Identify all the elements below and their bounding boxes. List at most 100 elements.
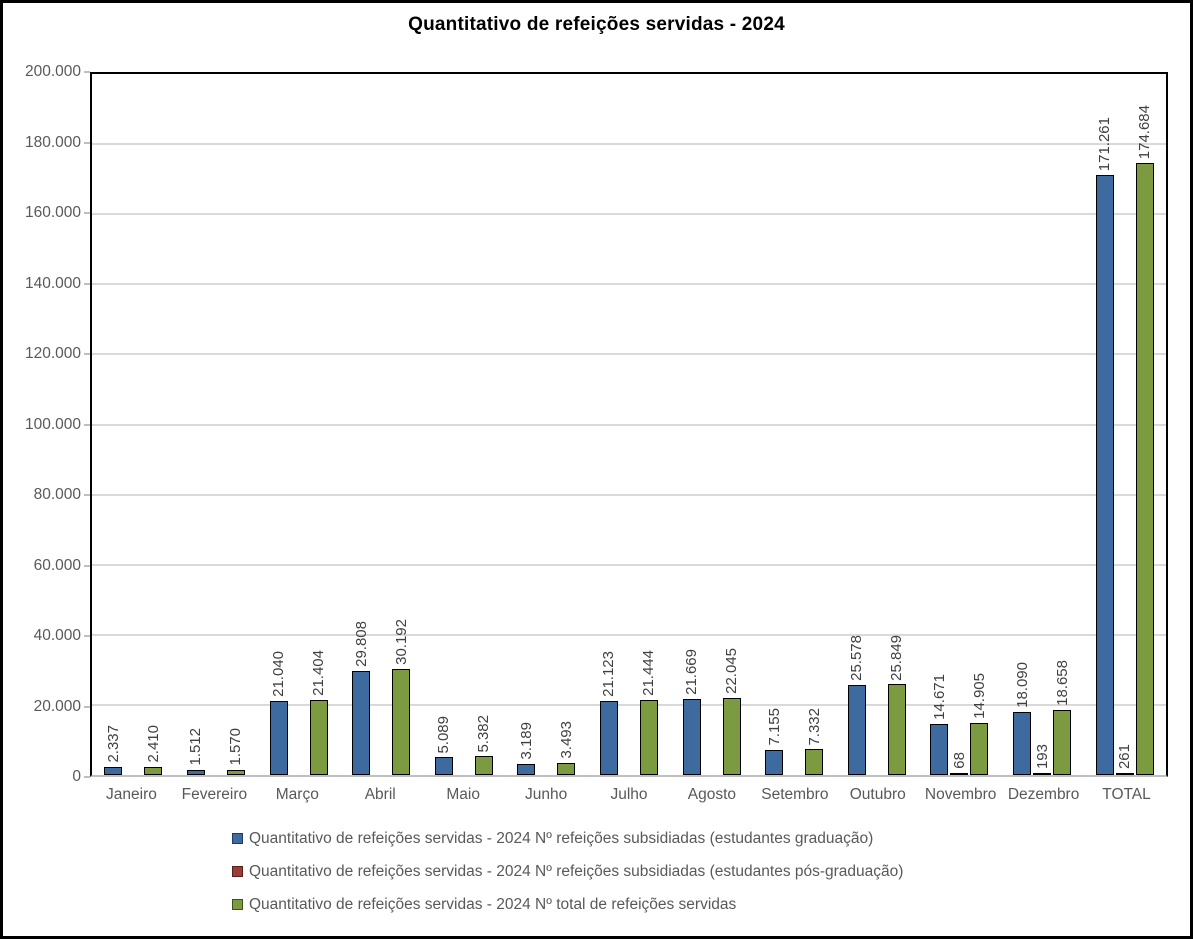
bar-value-label: 193 (1033, 743, 1051, 769)
bar-slot-pos-graduacao-janeiro (124, 74, 142, 775)
bar-graduacao-junho (517, 763, 536, 775)
legend-marker-icon (232, 899, 243, 910)
bar-total-setembro (805, 749, 824, 775)
x-axis-label-fevereiro: Fevereiro (181, 786, 248, 803)
bar-value-label: 3.493 (557, 721, 575, 759)
y-axis-tick (84, 71, 90, 73)
category-group-agosto: 21.669 22.045 (670, 74, 753, 775)
category-group-janeiro: 2.337 2.410 (92, 74, 175, 775)
bar-total-novembro (970, 722, 989, 775)
bar-value-label: 14.671 (930, 673, 948, 720)
bar-value-label: 5.382 (475, 714, 493, 753)
bar-total-julho (639, 699, 658, 775)
bar-value-label: 25.849 (888, 634, 906, 681)
bar-total-agosto (722, 697, 741, 775)
bar-slot-total-setembro: 7.332 (805, 74, 824, 775)
category-group-marco: 21.040 21.404 (257, 74, 340, 775)
bar-groups: 2.337 2.410 1.512 1.570 21.040 21.404 29.808 30… (92, 74, 1166, 775)
bar-slot-graduacao-marco: 21.040 (269, 74, 288, 775)
category-group-junho: 3.189 3.493 (505, 74, 588, 775)
x-axis-label-setembro: Setembro (761, 786, 829, 803)
bar-graduacao-abril (352, 670, 371, 775)
x-axis: Janeiro Fevereiro Março Abril Maio Junho Julho… (90, 786, 1168, 804)
legend-item-pos-graduacao: Quantitativo de refeições servidas - 202… (232, 861, 903, 882)
bar-value-label: 25.578 (848, 635, 866, 682)
legend-label: Quantitativo de refeições servidas - 202… (249, 862, 904, 880)
y-axis-tick (84, 564, 90, 567)
y-axis-tick (84, 212, 90, 214)
category-group-outubro: 25.578 25.849 (835, 74, 918, 775)
category-group-julho: 21.123 21.444 (588, 74, 671, 775)
bar-slot-pos-graduacao-agosto (703, 74, 721, 775)
bar-slot-graduacao-fevereiro: 1.512 (186, 74, 205, 775)
x-axis-label-outubro: Outubro (849, 786, 906, 803)
legend-label: Quantitativo de refeições servidas - 202… (249, 895, 737, 913)
y-axis-tick (84, 635, 90, 637)
x-axis-label-marco: Março (275, 786, 319, 803)
bar-value-label: 21.444 (640, 649, 658, 696)
bar-slot-pos-graduacao-dezembro: 193 (1033, 74, 1051, 775)
bar-slot-graduacao-agosto: 21.669 (682, 74, 701, 775)
bar-total-total (1135, 162, 1154, 775)
bar-total-maio (474, 756, 493, 775)
y-axis-tick (84, 494, 90, 496)
bar-slot-total-total: 174.684 (1135, 74, 1154, 775)
bar-value-label: 171.261 (1096, 116, 1114, 171)
x-axis-label-julho: Julho (610, 786, 648, 803)
bar-value-label: 7.332 (805, 707, 823, 746)
category-group-total: 171.261 261 174.684 (1083, 74, 1166, 775)
bar-slot-pos-graduacao-fevereiro (207, 74, 225, 775)
legend-marker-icon (232, 866, 243, 877)
bar-value-label: 7.155 (765, 708, 783, 746)
bar-slot-total-dezembro: 18.658 (1053, 74, 1071, 775)
x-axis-label-novembro: Novembro (924, 786, 997, 803)
bar-total-junho (557, 762, 576, 775)
y-axis-label: 160.000 (24, 204, 81, 221)
bar-total-marco (309, 699, 328, 775)
y-axis-label: 40.000 (33, 627, 81, 644)
bar-slot-graduacao-janeiro: 2.337 (104, 74, 123, 775)
bar-slot-pos-graduacao-maio (455, 74, 473, 775)
bar-graduacao-marco (269, 701, 288, 775)
bar-pos-graduacao-novembro (950, 773, 969, 775)
bar-slot-graduacao-julho: 21.123 (599, 74, 618, 775)
y-axis-tick (84, 141, 90, 144)
bar-slot-graduacao-abril: 29.808 (352, 74, 371, 775)
category-group-fevereiro: 1.512 1.570 (175, 74, 258, 775)
y-axis-label: 140.000 (24, 274, 81, 292)
bar-total-outubro (887, 684, 906, 775)
category-group-novembro: 14.671 68 14.905 (918, 74, 1001, 775)
bar-total-fevereiro (226, 769, 245, 775)
y-axis-tick (84, 705, 90, 708)
bar-total-janeiro (144, 766, 163, 775)
bar-graduacao-novembro (930, 723, 949, 775)
bar-value-label: 261 (1116, 743, 1134, 769)
bar-slot-total-julho: 21.444 (639, 74, 658, 775)
bar-value-label: 1.512 (187, 728, 205, 766)
y-axis-label: 120.000 (24, 345, 81, 362)
bar-slot-pos-graduacao-julho (620, 74, 638, 775)
legend-item-total: Quantitativo de refeições servidas - 202… (232, 894, 903, 915)
bar-value-label: 21.040 (270, 651, 288, 698)
bar-value-label: 14.905 (970, 672, 988, 719)
bar-value-label: 5.089 (435, 715, 453, 754)
bar-graduacao-outubro (847, 685, 866, 775)
bar-value-label: 1.570 (227, 727, 245, 766)
bar-value-label: 18.658 (1053, 659, 1071, 706)
bar-slot-pos-graduacao-junho (537, 74, 555, 775)
x-axis-label-maio: Maio (446, 786, 480, 803)
y-axis-label: 60.000 (33, 556, 81, 574)
bar-slot-total-maio: 5.382 (474, 74, 493, 775)
bar-slot-graduacao-outubro: 25.578 (847, 74, 866, 775)
bar-slot-total-outubro: 25.849 (887, 74, 906, 775)
bar-pos-graduacao-total (1115, 773, 1134, 775)
bar-value-label: 2.410 (144, 725, 162, 763)
bar-graduacao-janeiro (104, 766, 123, 775)
legend-label: Quantitativo de refeições servidas - 202… (249, 829, 874, 847)
y-axis-tick (84, 423, 90, 426)
bar-slot-graduacao-dezembro: 18.090 (1013, 74, 1031, 775)
y-axis-tick (84, 776, 90, 778)
legend-item-graduacao: Quantitativo de refeições servidas - 202… (232, 828, 903, 849)
bar-value-label: 2.337 (104, 725, 122, 763)
